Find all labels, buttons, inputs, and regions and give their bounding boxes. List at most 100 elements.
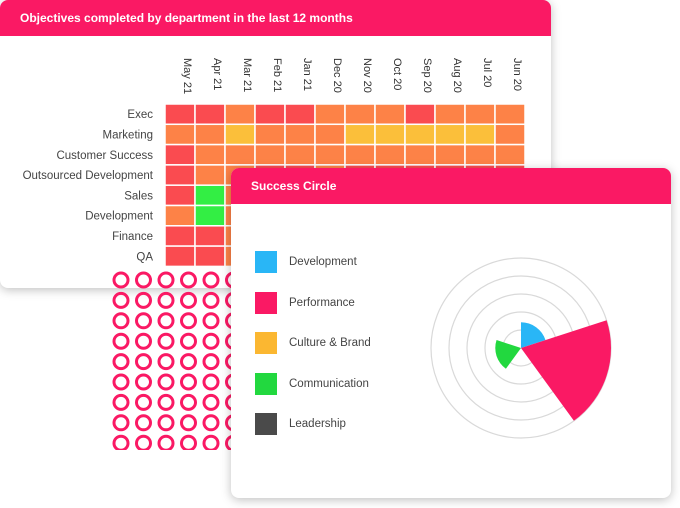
decorative-ring bbox=[112, 291, 130, 309]
decorative-ring bbox=[135, 353, 152, 371]
success-circle-card: Success Circle Development Performance Cul… bbox=[231, 168, 671, 498]
decorative-ring bbox=[180, 271, 197, 289]
decorative-ring bbox=[202, 312, 220, 330]
x-tick-label: May 21 bbox=[181, 58, 193, 94]
heatmap-cell bbox=[164, 123, 196, 146]
decorative-ring bbox=[202, 434, 220, 450]
decorative-ring bbox=[180, 373, 197, 391]
x-tick-label: Jun 20 bbox=[511, 58, 523, 91]
legend-swatch bbox=[255, 332, 277, 354]
heatmap-cell bbox=[404, 103, 436, 126]
decorative-ring bbox=[180, 414, 197, 432]
heatmap-cell bbox=[254, 143, 286, 166]
decorative-ring bbox=[180, 312, 197, 330]
x-tick-label: Nov 20 bbox=[361, 58, 373, 93]
decorative-ring bbox=[135, 291, 152, 309]
heatmap-cell bbox=[284, 103, 316, 126]
decorative-ring bbox=[202, 393, 220, 411]
heatmap-cell bbox=[194, 143, 226, 166]
heatmap-cell bbox=[464, 103, 496, 126]
decorative-ring bbox=[135, 434, 152, 450]
heatmap-cell bbox=[224, 103, 256, 126]
polar-slice-performance bbox=[521, 320, 611, 421]
heatmap-cell bbox=[284, 123, 316, 146]
decorative-ring bbox=[180, 353, 197, 371]
heatmap-cell bbox=[254, 123, 286, 146]
heatmap-cell bbox=[164, 103, 196, 126]
decorative-ring bbox=[180, 332, 197, 350]
decorative-ring bbox=[202, 353, 220, 371]
decorative-ring bbox=[112, 332, 130, 350]
heatmap-cell bbox=[254, 103, 286, 126]
heatmap-cell bbox=[434, 143, 466, 166]
x-tick-label: Sep 20 bbox=[421, 58, 433, 93]
heatmap-cell bbox=[164, 164, 196, 186]
decorative-ring bbox=[202, 271, 220, 289]
decorative-ring bbox=[157, 414, 175, 432]
heatmap-cell bbox=[494, 103, 526, 126]
legend-swatch bbox=[255, 251, 277, 273]
legend-swatch bbox=[255, 413, 277, 435]
heatmap-cell bbox=[194, 204, 226, 227]
x-tick-label: Jul 20 bbox=[481, 58, 493, 87]
heatmap-cell bbox=[464, 123, 496, 146]
legend-label: Communication bbox=[289, 377, 369, 390]
decorative-ring bbox=[180, 291, 197, 309]
y-tick-label: Finance bbox=[112, 231, 153, 243]
heatmap-cell bbox=[374, 103, 406, 126]
heatmap-cell bbox=[344, 143, 376, 166]
x-tick-label: Aug 20 bbox=[451, 58, 463, 93]
heatmap-cell bbox=[194, 245, 226, 268]
heatmap-cell bbox=[224, 123, 256, 146]
heatmap-cell bbox=[314, 123, 346, 146]
decorative-ring bbox=[202, 373, 220, 391]
decorative-ring bbox=[112, 373, 130, 391]
decorative-ring bbox=[202, 291, 220, 309]
y-tick-label: Sales bbox=[124, 190, 153, 202]
legend-label: Leadership bbox=[289, 418, 346, 430]
heatmap-cell bbox=[314, 103, 346, 126]
y-tick-label: QA bbox=[136, 251, 153, 263]
decorative-ring bbox=[135, 271, 152, 289]
heatmap-cell bbox=[284, 143, 316, 166]
heatmap-cell bbox=[374, 143, 406, 166]
x-tick-label: Mar 21 bbox=[241, 58, 253, 92]
decorative-ring bbox=[135, 414, 152, 432]
decorative-ring bbox=[135, 373, 152, 391]
decorative-ring bbox=[157, 312, 175, 330]
polar-slice-development bbox=[521, 322, 546, 348]
x-tick-label: Oct 20 bbox=[391, 58, 403, 90]
heatmap-cell bbox=[194, 164, 226, 186]
success-circle-title: Success Circle bbox=[231, 168, 671, 204]
decorative-ring bbox=[157, 373, 175, 391]
heatmap-cell bbox=[464, 143, 496, 166]
heatmap-cell bbox=[434, 123, 466, 146]
heatmap-cell bbox=[194, 123, 226, 146]
polar-area-chart bbox=[430, 257, 612, 439]
y-tick-label: Marketing bbox=[103, 129, 154, 141]
decorative-ring bbox=[112, 434, 130, 450]
heatmap-cell bbox=[344, 123, 376, 146]
decorative-ring bbox=[112, 353, 130, 371]
y-tick-label: Exec bbox=[127, 109, 153, 121]
heatmap-cell bbox=[434, 103, 466, 126]
decorative-ring bbox=[135, 393, 152, 411]
heatmap-title: Objectives completed by department in th… bbox=[0, 0, 551, 36]
decorative-ring bbox=[180, 434, 197, 450]
heatmap-cell bbox=[194, 184, 226, 207]
decorative-ring bbox=[180, 393, 197, 411]
decorative-ring bbox=[157, 353, 175, 371]
heatmap-cell bbox=[314, 143, 346, 166]
decorative-ring bbox=[135, 312, 152, 330]
decorative-ring bbox=[112, 393, 130, 411]
decorative-ring bbox=[112, 414, 130, 432]
legend-swatch bbox=[255, 291, 277, 314]
x-tick-label: Feb 21 bbox=[271, 58, 283, 92]
heatmap-cell bbox=[404, 123, 436, 146]
y-tick-label: Outsourced Development bbox=[23, 170, 154, 182]
decorative-ring bbox=[202, 332, 220, 350]
polar-slice-communication bbox=[495, 340, 521, 369]
heatmap-cell bbox=[494, 143, 526, 166]
legend-swatch bbox=[255, 372, 277, 395]
legend-label: Performance bbox=[289, 296, 355, 309]
